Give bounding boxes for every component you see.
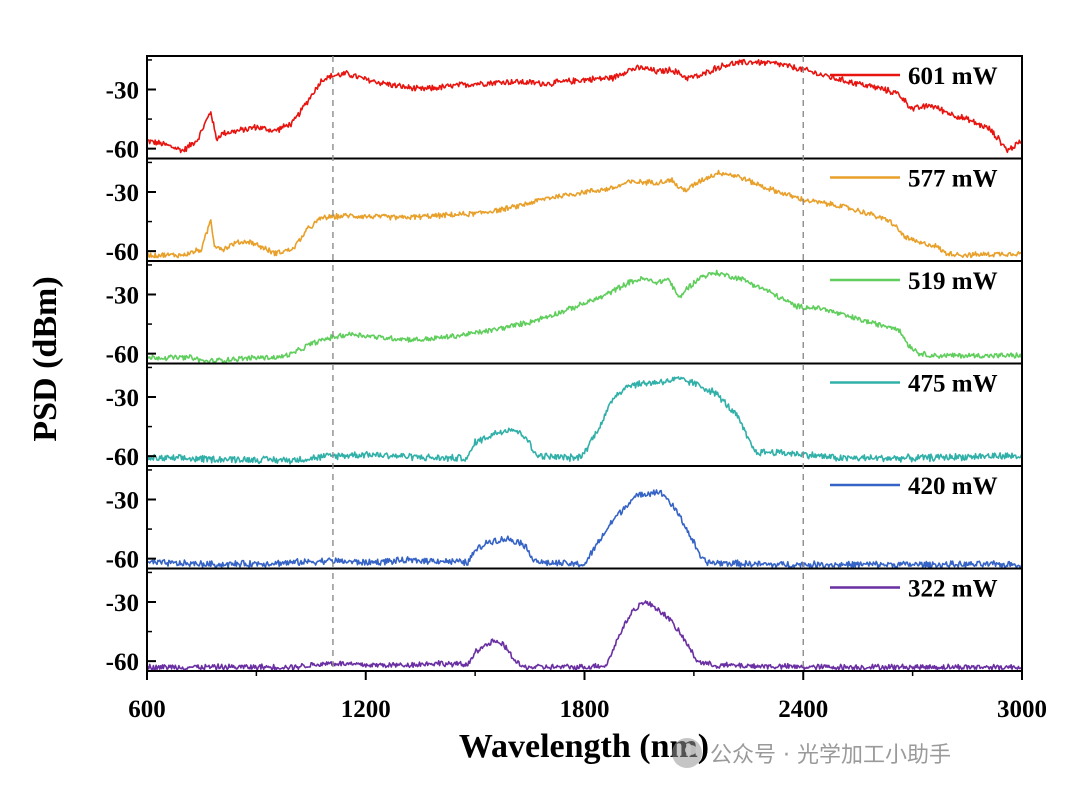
y-tick-label: -30 xyxy=(106,385,139,412)
watermark: 公众号 · 光学加工小助手 xyxy=(672,736,951,770)
y-tick-label: -30 xyxy=(106,180,139,207)
legend-label: 577 mW xyxy=(908,166,998,193)
watermark-text: 公众号 · 光学加工小助手 xyxy=(710,743,951,768)
panel-frame xyxy=(146,567,1023,672)
y-tick-label: -60 xyxy=(106,547,139,574)
panel-frame xyxy=(146,465,1023,570)
legend-label: 601 mW xyxy=(908,63,998,90)
legend-label: 322 mW xyxy=(908,576,998,603)
x-tick-label: 1800 xyxy=(560,696,610,723)
panel-420-mW: -30 -60 420 mW xyxy=(106,465,1023,574)
legend-label: 420 mW xyxy=(908,473,998,500)
x-tick-label: 3000 xyxy=(997,696,1047,723)
series-line-322-mW xyxy=(147,600,1022,671)
y-tick-label: -60 xyxy=(106,239,139,266)
panel-601-mW: -30 -60 601 mW xyxy=(106,55,1023,164)
y-tick-label: -30 xyxy=(106,590,139,617)
x-tick-label: 1200 xyxy=(341,696,391,723)
panel-frame xyxy=(146,157,1023,262)
panel-475-mW: -30 -60 475 mW xyxy=(106,362,1023,471)
legend-label: 475 mW xyxy=(908,371,998,398)
series-line-601-mW xyxy=(147,58,1022,154)
reference-lines xyxy=(332,56,804,671)
panel-322-mW: -30 -60 322 mW xyxy=(106,567,1023,676)
legend-label: 519 mW xyxy=(908,268,998,295)
panel-519-mW: -30 -60 519 mW xyxy=(106,260,1023,369)
series-line-577-mW xyxy=(147,169,1022,259)
panel-frame xyxy=(146,260,1023,365)
y-tick-label: -30 xyxy=(106,78,139,105)
y-tick-label: -60 xyxy=(106,137,139,164)
y-tick-label: -60 xyxy=(106,444,139,471)
y-axis-title: PSD (dBm) xyxy=(27,276,64,441)
panel-frame xyxy=(146,55,1023,160)
wechat-icon xyxy=(672,738,702,768)
series-line-475-mW xyxy=(147,376,1022,465)
y-tick-label: -60 xyxy=(106,342,139,369)
x-axis-title: Wavelength (nm) xyxy=(459,728,709,765)
y-tick-label: -60 xyxy=(106,649,139,676)
series-line-519-mW xyxy=(147,269,1022,364)
y-tick-label: -30 xyxy=(106,283,139,310)
series-line-420-mW xyxy=(147,489,1022,569)
panel-577-mW: -30 -60 577 mW xyxy=(106,157,1023,266)
x-tick-label: 600 xyxy=(128,696,166,723)
x-tick-label: 2400 xyxy=(778,696,828,723)
x-axis: 600 1200 1800 2400 3000 xyxy=(128,671,1047,723)
y-tick-label: -30 xyxy=(106,488,139,515)
